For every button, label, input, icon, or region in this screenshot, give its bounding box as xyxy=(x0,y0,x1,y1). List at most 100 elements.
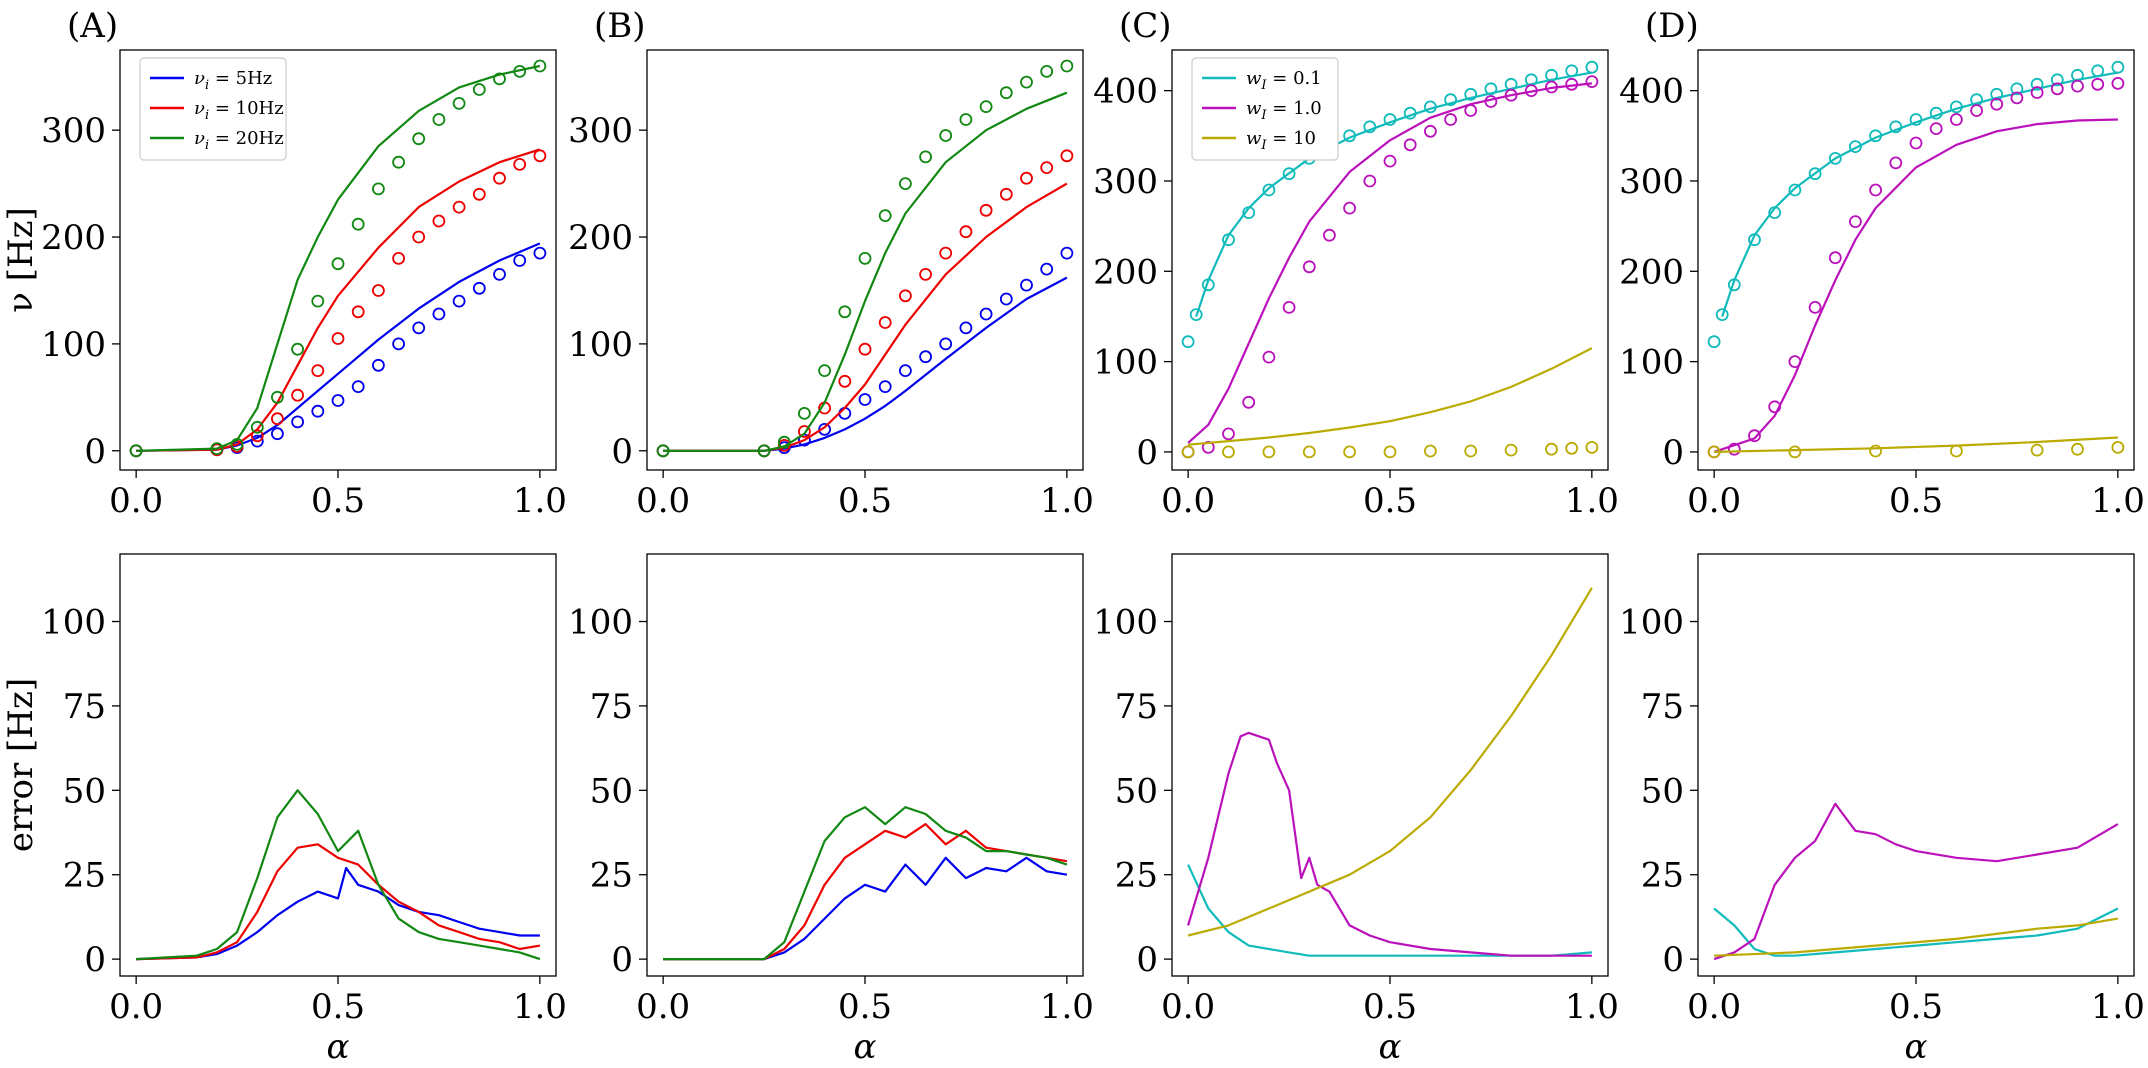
data-point-nu5 xyxy=(999,292,1013,306)
data-point-w01 xyxy=(1464,87,1478,101)
data-point-w01 xyxy=(1808,167,1822,181)
data-point-nu10 xyxy=(1040,161,1054,175)
data-point-w01 xyxy=(1222,233,1235,247)
y-tick-label: 100 xyxy=(1093,343,1158,383)
data-point-w100 xyxy=(1950,444,1963,458)
series-line-nu20 xyxy=(136,789,541,961)
data-point-w100 xyxy=(1788,445,1802,459)
data-point-w01 xyxy=(1585,60,1599,74)
x-tick-label: 1.0 xyxy=(513,481,567,521)
axes-frame xyxy=(1171,553,1609,977)
data-point-w01 xyxy=(1565,64,1579,78)
panel-H: 0.0 0.5 1.0 0 25 50 75 100 α xyxy=(1619,553,2145,1067)
data-point-w01 xyxy=(1363,120,1377,134)
series-line-nu10 xyxy=(663,822,1068,961)
y-tick-label: 100 xyxy=(41,325,106,365)
data-point-nu5 xyxy=(331,394,345,407)
data-point-w01 xyxy=(1484,82,1498,96)
x-tick-label: 0.0 xyxy=(636,987,690,1027)
data-point-w01 xyxy=(1282,167,1296,181)
data-point-nu10 xyxy=(899,289,912,303)
data-point-nu20 xyxy=(452,97,466,110)
data-point-w10 xyxy=(1403,138,1417,152)
data-point-nu20 xyxy=(230,437,244,451)
y-tick-label: 25 xyxy=(1641,856,1684,896)
y-tick-label: 50 xyxy=(590,771,633,811)
data-point-nu20 xyxy=(858,251,872,265)
data-point-w01 xyxy=(1727,278,1741,292)
data-point-w10 xyxy=(1383,154,1397,168)
data-point-w01 xyxy=(1201,278,1215,292)
x-tick-label: 0.5 xyxy=(838,481,892,521)
y-tick-label: 0 xyxy=(611,432,633,472)
data-point-nu5 xyxy=(371,358,385,372)
data-point-w10 xyxy=(2030,86,2044,99)
data-point-w01 xyxy=(1909,113,1923,126)
data-point-nu10 xyxy=(979,203,993,217)
data-point-w01 xyxy=(1929,106,1943,120)
y-tick-label: 0 xyxy=(1136,940,1158,980)
x-tick-label: 1.0 xyxy=(2091,987,2145,1027)
axes-frame xyxy=(646,553,1084,977)
x-tick-label: 0.5 xyxy=(1363,987,1417,1027)
series-line-nu20 xyxy=(663,806,1068,961)
data-point-nu20 xyxy=(472,83,486,96)
data-point-nu20 xyxy=(656,444,670,458)
data-point-nu10 xyxy=(472,187,486,201)
panel-label: (D) xyxy=(1645,6,1699,46)
data-point-nu20 xyxy=(412,132,426,146)
x-tick-label: 0.0 xyxy=(1687,481,1741,521)
data-point-w10 xyxy=(1363,174,1377,188)
data-point-nu20 xyxy=(351,217,365,231)
data-point-nu5 xyxy=(291,415,305,429)
series-line-w100 xyxy=(1714,436,2118,453)
data-point-w01 xyxy=(1715,308,1729,322)
data-point-nu10 xyxy=(250,429,264,443)
y-tick-label: 100 xyxy=(568,603,633,643)
data-point-w01 xyxy=(1424,100,1437,114)
data-point-w10 xyxy=(2010,91,2024,105)
data-point-w01 xyxy=(1343,129,1356,143)
data-point-nu10 xyxy=(270,412,284,426)
legend-label-nu10: νi = 10Hz xyxy=(194,98,284,123)
data-point-w01 xyxy=(1828,151,1842,165)
data-point-w10 xyxy=(1262,350,1276,364)
legend-box xyxy=(1191,57,1339,161)
data-point-w100 xyxy=(1302,445,1316,459)
data-point-nu5 xyxy=(979,307,993,321)
data-point-nu5 xyxy=(270,427,284,441)
data-point-w01 xyxy=(1403,106,1417,120)
y-tick-label: 75 xyxy=(590,687,633,727)
data-point-w10 xyxy=(1323,228,1336,242)
data-point-nu5 xyxy=(412,321,426,335)
data-point-nu10 xyxy=(939,246,953,260)
x-tick-label: 1.0 xyxy=(2091,481,2145,521)
y-tick-label: 300 xyxy=(568,111,633,151)
y-tick-label: 100 xyxy=(568,325,633,365)
panel-B: 0.0 0.5 1.0 0 100 200 300 (B) xyxy=(568,6,1094,521)
data-point-nu20 xyxy=(129,444,143,458)
series-line-w01 xyxy=(1713,907,2119,957)
data-point-w01 xyxy=(1262,183,1276,197)
data-point-nu5 xyxy=(899,364,912,378)
data-point-w100 xyxy=(1222,445,1235,459)
data-point-nu10 xyxy=(331,332,345,345)
data-point-w01 xyxy=(2050,73,2064,87)
data-point-nu20 xyxy=(939,129,953,142)
data-point-nu5 xyxy=(1060,246,1074,260)
x-tick-label: 0.5 xyxy=(311,481,365,521)
data-point-w10 xyxy=(1828,251,1842,265)
x-axis-label: α xyxy=(1379,1027,1402,1067)
data-point-w01 xyxy=(1383,113,1397,126)
data-point-w100 xyxy=(1585,440,1599,454)
series-line-nu10 xyxy=(136,148,541,452)
data-point-nu20 xyxy=(210,442,224,456)
panel-F: 0.0 0.5 1.0 0 25 50 75 100 α xyxy=(568,553,1094,1067)
data-point-w100 xyxy=(1383,445,1397,459)
data-point-w100 xyxy=(1545,442,1558,456)
data-point-w01 xyxy=(1788,183,1802,197)
data-point-w10 xyxy=(1343,201,1356,215)
panel-C: 0.0 0.5 1.0 0 100 200 300 400 (C) wI = 0.1 wI = 1.… xyxy=(1093,6,1619,521)
data-point-nu5 xyxy=(392,337,406,351)
y-tick-label: 25 xyxy=(590,856,633,896)
